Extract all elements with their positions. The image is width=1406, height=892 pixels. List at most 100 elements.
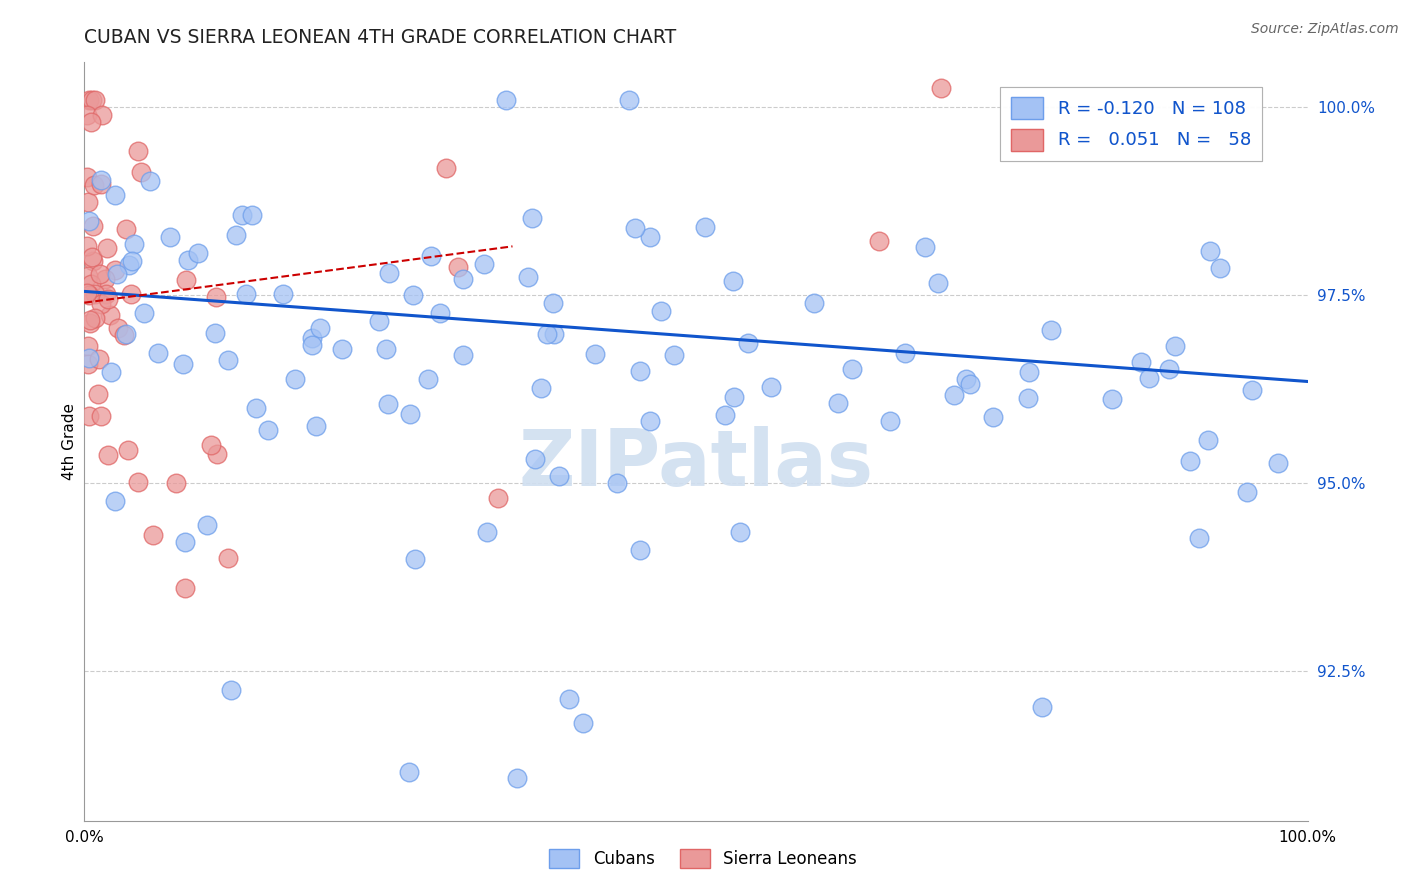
Point [79, 316, 101, 330]
Point [301, 338, 323, 352]
Point [942, 387, 965, 401]
Point [97, 448, 120, 462]
Point [638, 230, 661, 244]
Point [204, 326, 226, 340]
Point [90, 177, 112, 191]
Point [98, 308, 121, 322]
Point [112, 327, 135, 342]
Point [205, 290, 228, 304]
Point [77, 357, 100, 371]
Point [305, 419, 328, 434]
Point [127, 475, 149, 489]
Point [914, 240, 936, 254]
Point [308, 321, 330, 335]
Point [217, 550, 239, 565]
Point [981, 409, 1004, 424]
Point [1236, 485, 1258, 500]
Point [418, 371, 440, 385]
Point [87, 351, 110, 366]
Point [1017, 391, 1039, 405]
Point [436, 161, 458, 175]
Point [97, 293, 120, 307]
Point [84, 310, 107, 325]
Point [330, 342, 353, 356]
Point [650, 304, 672, 318]
Point [104, 187, 127, 202]
Point [803, 296, 825, 310]
Point [89, 267, 111, 281]
Point [80, 277, 103, 291]
Point [1018, 365, 1040, 379]
Point [447, 260, 470, 274]
Point [486, 491, 509, 505]
Point [959, 377, 981, 392]
Point [122, 237, 145, 252]
Point [506, 771, 529, 785]
Point [139, 174, 162, 188]
Point [1241, 383, 1264, 397]
Point [90, 172, 112, 186]
Point [583, 347, 606, 361]
Point [693, 220, 716, 235]
Point [77, 93, 100, 107]
Point [1040, 323, 1063, 337]
Point [368, 314, 391, 328]
Point [543, 326, 565, 341]
Point [79, 313, 101, 327]
Point [200, 438, 222, 452]
Point [451, 272, 474, 286]
Point [115, 327, 138, 342]
Point [121, 254, 143, 268]
Y-axis label: 4th Grade: 4th Grade [62, 403, 77, 480]
Point [173, 581, 195, 595]
Point [530, 381, 553, 395]
Point [879, 414, 901, 428]
Point [205, 447, 228, 461]
Point [76, 238, 98, 252]
Text: Source: ZipAtlas.com: Source: ZipAtlas.com [1251, 22, 1399, 37]
Point [638, 414, 661, 428]
Point [271, 286, 294, 301]
Point [96, 241, 118, 255]
Point [420, 248, 443, 262]
Point [77, 194, 100, 209]
Point [429, 305, 451, 319]
Point [76, 286, 98, 301]
Point [374, 343, 396, 357]
Point [82, 254, 104, 268]
Point [841, 361, 863, 376]
Point [1163, 339, 1185, 353]
Point [82, 219, 104, 233]
Text: CUBAN VS SIERRA LEONEAN 4TH GRADE CORRELATION CHART: CUBAN VS SIERRA LEONEAN 4TH GRADE CORREL… [84, 28, 676, 47]
Point [80, 93, 103, 107]
Point [955, 372, 977, 386]
Point [177, 252, 200, 267]
Point [245, 401, 267, 415]
Point [759, 380, 782, 394]
Point [121, 286, 143, 301]
Point [571, 715, 593, 730]
Point [240, 208, 263, 222]
Point [225, 228, 247, 243]
Point [402, 287, 425, 301]
Point [82, 250, 104, 264]
Point [536, 326, 558, 341]
Point [1209, 260, 1232, 275]
Point [524, 452, 547, 467]
Point [398, 765, 420, 780]
Point [721, 274, 744, 288]
Point [77, 339, 100, 353]
Point [129, 165, 152, 179]
Point [737, 336, 759, 351]
Text: ZIPatlas: ZIPatlas [519, 426, 873, 502]
Point [520, 211, 543, 226]
Point [558, 692, 581, 706]
Point [115, 222, 138, 236]
Point [90, 409, 112, 423]
Point [398, 407, 420, 421]
Point [76, 108, 98, 122]
Point [94, 287, 117, 301]
Point [1137, 371, 1160, 385]
Point [714, 408, 737, 422]
Point [77, 409, 100, 423]
